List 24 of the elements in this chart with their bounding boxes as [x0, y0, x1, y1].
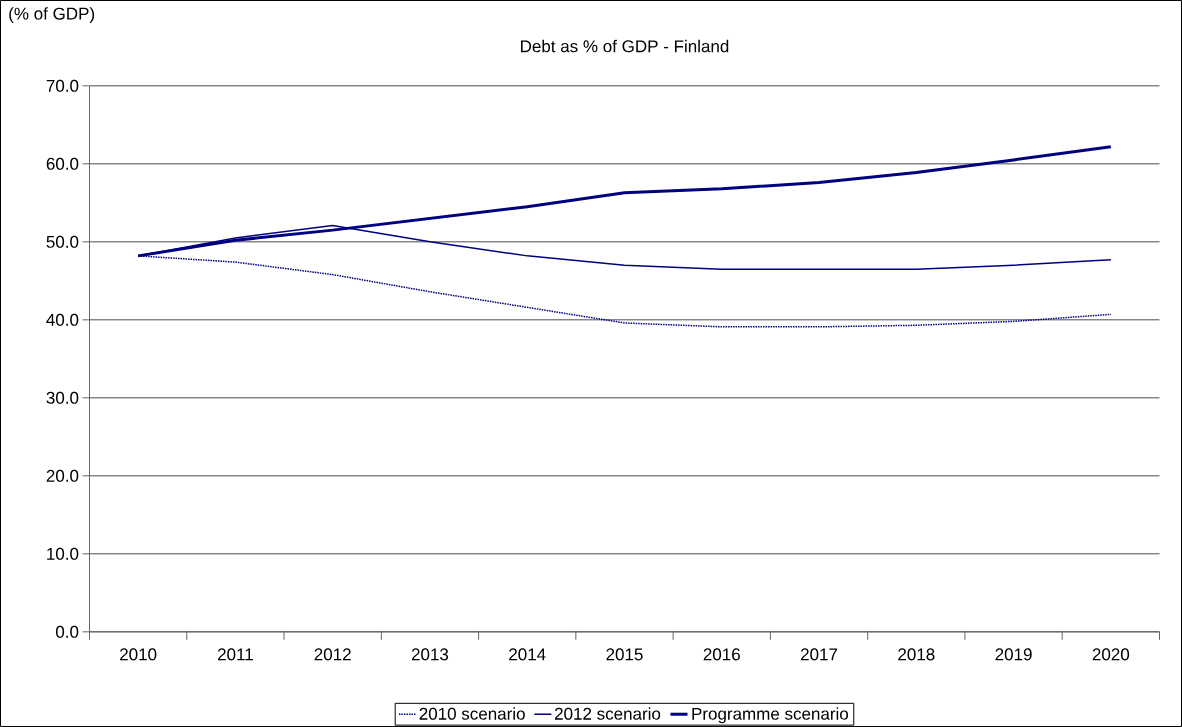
legend-label: 2010 scenario: [419, 707, 525, 720]
x-tick-label: 2011: [217, 648, 253, 661]
y-tick-label: 0.0: [55, 625, 79, 638]
x-tick-label: 2019: [995, 648, 1032, 661]
y-tick-label: 60.0: [46, 157, 79, 170]
y-tick-label: 70.0: [46, 79, 79, 92]
y-tick-label: 10.0: [47, 547, 79, 560]
x-tick-label: 2016: [703, 648, 740, 661]
x-tick-label: 2020: [1092, 648, 1130, 661]
legend-label: Programme scenario: [692, 707, 849, 724]
y-tick-label: 40.0: [46, 313, 79, 326]
y-tick-label: 30.0: [46, 391, 79, 404]
x-tick-label: 2018: [898, 648, 935, 661]
y-tick-label: 20.0: [46, 469, 79, 482]
x-tick-label: 2012: [314, 648, 351, 661]
x-tick-label: 2014: [509, 648, 546, 661]
legend-label: 2012 scenario: [555, 707, 661, 720]
x-tick-label: 2015: [606, 648, 643, 661]
y-axis-title: (% of GDP): [9, 7, 95, 24]
x-tick-label: 2017: [800, 648, 838, 661]
x-tick-label: 2010: [120, 648, 157, 661]
chart-title: Debt as % of GDP - Finland: [521, 39, 729, 53]
x-tick-label: 2013: [411, 648, 449, 661]
y-tick-label: 50.0: [46, 235, 79, 248]
